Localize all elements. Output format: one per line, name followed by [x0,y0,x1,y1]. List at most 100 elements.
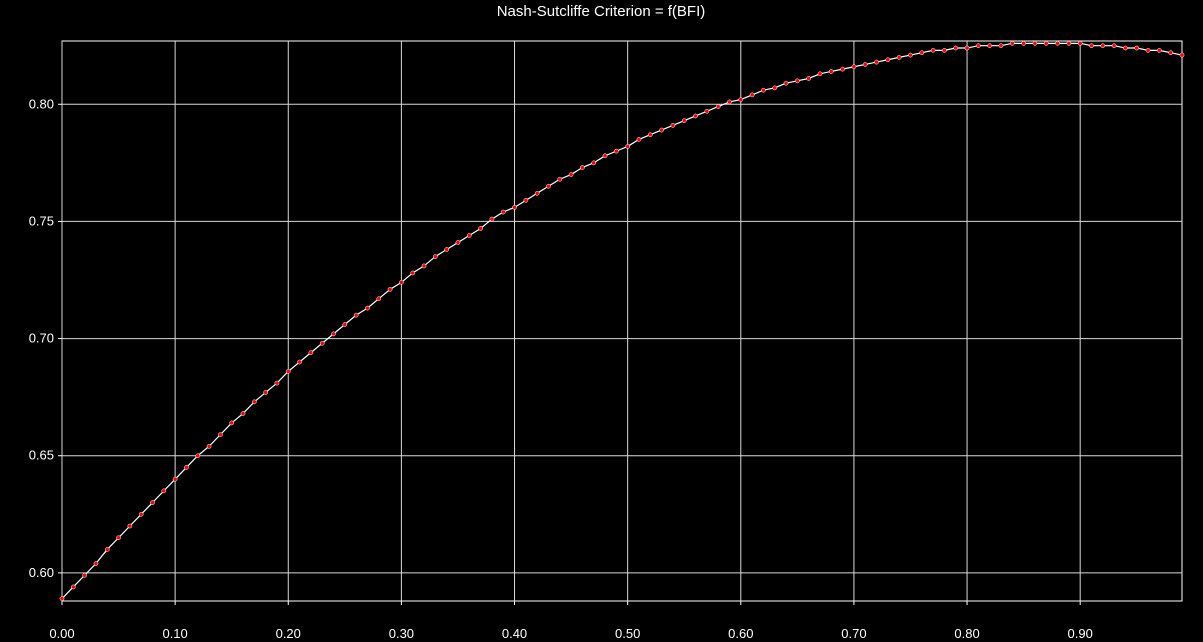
data-point [874,59,879,65]
data-point [749,92,755,98]
x-tick-label: 0.90 [1068,626,1093,641]
data-point [964,45,970,51]
data-point [500,209,506,215]
data-point [1145,48,1151,53]
data-point [828,69,834,74]
y-tick-label: 0.75 [29,213,54,228]
x-tick-label: 0.30 [389,626,414,641]
data-point [342,322,348,327]
data-point [82,572,87,578]
data-point [387,287,393,292]
data-point [693,113,698,119]
data-point [534,190,540,196]
data-point [150,500,155,505]
x-tick-label: 0.50 [615,626,640,641]
data-point [930,48,936,53]
data-point [104,547,110,552]
data-point [806,76,812,81]
data-point [795,78,800,84]
data-point [772,85,778,91]
data-point [466,233,472,238]
data-point [613,148,619,154]
data-point [761,87,766,93]
data-point [444,247,449,252]
data-point [1100,43,1106,49]
data-point [127,523,133,529]
data-point [308,350,314,355]
series-markers [59,40,1185,602]
data-point [489,216,495,222]
data-point [885,57,891,63]
data-point [659,127,664,133]
data-point [942,48,947,53]
data-point [681,118,687,124]
data-point [1179,52,1185,58]
x-tick-label: 0.00 [49,626,74,641]
x-tick-label: 0.60 [728,626,753,641]
data-point [987,43,993,49]
data-point [862,62,868,67]
y-tick-label: 0.70 [29,331,54,346]
x-axis-ticks: 0.00 0.10 0.20 0.30 0.40 0.50 0.60 0.70 0.80 0.90 [49,601,1093,641]
data-point [1089,43,1094,49]
data-point [919,50,925,56]
data-point [229,420,235,426]
data-point [70,584,76,590]
data-point [647,132,653,138]
data-point [738,97,744,102]
y-axis-ticks: 0.60 0.65 0.70 0.75 0.80 [29,96,62,580]
data-point [206,444,212,449]
data-point [1066,40,1072,46]
x-tick-label: 0.10 [162,626,187,641]
data-point [1168,50,1174,56]
data-point [670,123,676,128]
data-point [251,399,257,405]
data-point [1157,48,1162,53]
data-point [1055,40,1060,46]
data-point [704,108,710,114]
data-point [274,380,280,386]
chart-title: Nash-Sutcliffe Criterion = f(BFI) [497,3,706,20]
data-point [161,488,167,494]
data-point [715,104,721,109]
data-point [851,64,857,70]
data-point [636,137,642,142]
data-point [353,312,359,318]
data-point [184,465,189,470]
data-point [1021,40,1026,46]
data-point [1134,45,1140,51]
data-point [976,43,981,49]
data-point [1043,40,1049,46]
data-point [1032,40,1038,46]
data-point [1077,40,1083,46]
data-point [365,305,370,311]
y-tick-label: 0.60 [29,565,54,580]
data-point [523,197,529,203]
data-point [953,45,959,51]
data-point [557,176,563,182]
x-tick-label: 0.70 [841,626,866,641]
data-point [580,165,585,170]
data-point [410,270,416,276]
data-point [263,390,268,395]
data-point [546,183,551,189]
x-tick-label: 0.40 [502,626,527,641]
data-point [1009,40,1015,46]
data-point [93,561,99,566]
data-point [727,99,732,105]
data-point [399,279,404,285]
data-point [896,55,902,60]
data-point [625,144,631,149]
data-point [116,535,121,541]
data-point [908,52,913,58]
data-point [840,66,845,72]
x-tick-label: 0.80 [954,626,979,641]
data-point [512,205,517,210]
data-point [568,172,574,177]
data-point [172,476,178,482]
data-point [376,296,382,302]
data-point [1123,45,1128,51]
y-tick-label: 0.65 [29,448,54,463]
data-point [817,71,823,77]
